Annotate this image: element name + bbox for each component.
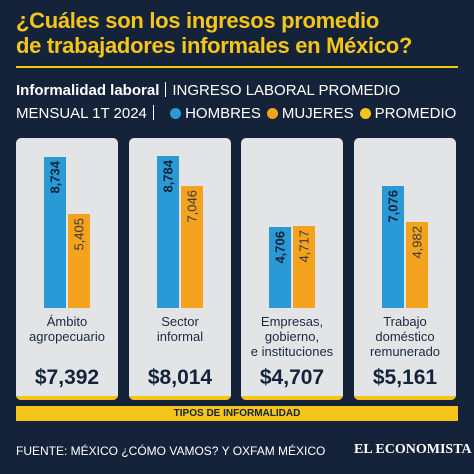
- category-label: Trabajo doméstico remunerado: [369, 314, 441, 359]
- legend-swatch: [170, 108, 182, 119]
- separator: [165, 82, 167, 97]
- legend-swatch: [359, 108, 371, 119]
- bar: 4,982: [406, 221, 428, 308]
- average-label: $8,014: [147, 366, 213, 389]
- panel: 4,706 4,717 Empresas, gobierno, e instituc…: [241, 138, 343, 400]
- bar: 4,706: [269, 226, 291, 308]
- bar: 8,784: [157, 156, 179, 308]
- value-label: 4,717: [296, 230, 312, 263]
- panel: 7,076 4,982 Trabajo doméstico remunerado $5…: [354, 138, 456, 400]
- value-label: 8,734: [47, 160, 63, 194]
- panel: 8,734 5,405 Ámbito agropecuario $7,392: [16, 138, 118, 400]
- title-rule: [16, 66, 458, 68]
- description: INGRESO LABORAL PROMEDIO: [172, 82, 401, 99]
- legend-row: MENSUAL 1T 2024 HOMBRES MUJERES PROMEDIO: [16, 105, 456, 122]
- average-label: $4,707: [259, 366, 325, 389]
- bar: 5,405: [68, 214, 90, 308]
- average-underline: [354, 396, 456, 400]
- legend-label: MUJERES: [281, 105, 354, 122]
- bar: 8,734: [44, 156, 66, 308]
- plot-area: 7,076 4,982: [354, 138, 456, 308]
- value-label: 4,706: [272, 230, 288, 264]
- subtitle: Informalidad laboral: [16, 82, 160, 99]
- description: MENSUAL 1T 2024: [16, 105, 147, 122]
- brand: EL ECONOMISTA: [354, 442, 472, 457]
- x-axis-label: TIPOS DE INFORMALIDAD: [16, 406, 458, 421]
- bar: 7,046: [181, 186, 203, 308]
- value-label: 5,405: [71, 218, 87, 252]
- subtitle-row: Informalidad laboral INGRESO LABORAL PROM…: [16, 82, 400, 99]
- average-label: $7,392: [34, 366, 100, 389]
- value-label: 7,076: [385, 189, 401, 223]
- source: FUENTE: MÉXICO ¿CÓMO VAMOS? Y OXFAM MÉXI…: [16, 444, 326, 458]
- value-label: 8,784: [160, 160, 176, 193]
- bar: 7,076: [382, 185, 404, 308]
- average-underline: [16, 396, 118, 400]
- panel: 8,784 7,046 Sector informal $8,014: [129, 138, 231, 400]
- average-underline: [241, 396, 343, 400]
- legend-swatch: [266, 108, 278, 119]
- category-label: Ámbito agropecuario: [29, 314, 105, 344]
- separator: [152, 105, 154, 120]
- chart-title: ¿Cuáles son los ingresos promedio de tra…: [16, 8, 413, 58]
- plot-area: 4,706 4,717: [241, 138, 343, 308]
- average-underline: [129, 396, 231, 400]
- category-label: Sector informal: [156, 314, 204, 344]
- plot-area: 8,784 7,046: [129, 138, 231, 308]
- legend-label: PROMEDIO: [374, 105, 457, 122]
- bar: 4,717: [293, 226, 315, 308]
- value-label: 4,982: [409, 225, 425, 259]
- value-label: 7,046: [184, 190, 200, 223]
- legend-label: HOMBRES: [185, 105, 261, 122]
- plot-area: 8,734 5,405: [16, 138, 118, 308]
- category-label: Empresas, gobierno, e instituciones: [250, 314, 334, 359]
- average-label: $5,161: [372, 366, 438, 389]
